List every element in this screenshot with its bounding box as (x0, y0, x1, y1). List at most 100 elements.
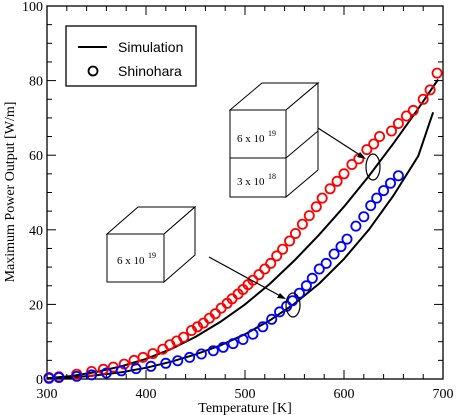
data-point (53, 371, 65, 383)
simulation-lines (46, 78, 439, 380)
data-point (209, 308, 221, 320)
cube-double-top-label: 6 x 10 (237, 133, 265, 145)
data-point (320, 257, 332, 269)
data-point (118, 358, 130, 370)
ticks: 300 400 500 600 700 0 20 40 60 80 100 (22, 0, 454, 402)
cube-single-label: 6 x 10 (117, 255, 145, 267)
data-point (217, 341, 229, 353)
cube-double-bottom-label: 3 x 10 (237, 176, 265, 188)
x-tick-label: 300 (37, 387, 58, 402)
x-tick-label: 600 (334, 387, 355, 402)
y-tick-label: 60 (29, 149, 43, 164)
data-point (431, 67, 443, 79)
data-point (130, 363, 142, 375)
data-point (306, 272, 318, 284)
simulation-curve (46, 78, 439, 380)
measurement-markers (43, 67, 443, 384)
data-point (237, 333, 249, 345)
data-point (316, 192, 328, 204)
x-tick-label: 500 (235, 387, 256, 402)
data-point (338, 168, 350, 180)
annotation-ellipse-double (365, 153, 381, 181)
data-point (253, 269, 265, 281)
data-point (247, 274, 259, 286)
data-point (335, 241, 347, 253)
data-point (286, 295, 298, 307)
data-point (271, 250, 283, 262)
data-point (86, 369, 98, 381)
legend-shinohara-swatch (87, 65, 99, 77)
data-point (371, 192, 383, 204)
cube-double-side-divider (285, 130, 319, 159)
data-point (392, 170, 404, 182)
legend: Simulation Shinohara (65, 25, 197, 87)
data-point (407, 104, 419, 116)
y-tick-label: 80 (29, 75, 43, 90)
data-point (424, 84, 436, 96)
x-tick-label: 700 (433, 387, 454, 402)
legend-shinohara-label: Shinohara (118, 63, 182, 79)
data-point (358, 211, 370, 223)
data-point (300, 280, 312, 292)
y-tick-label: 40 (29, 224, 43, 239)
annotation-cube-single (105, 205, 197, 284)
data-point (361, 144, 373, 156)
cube-double-bottom-exponent: 18 (268, 172, 276, 181)
data-point (100, 367, 112, 379)
data-point (400, 110, 412, 122)
data-point (417, 93, 429, 105)
data-point (346, 158, 358, 170)
data-point (147, 348, 159, 360)
data-point (115, 365, 127, 377)
data-point (145, 360, 157, 372)
data-point (384, 177, 396, 189)
cube-single-front-face (106, 233, 165, 283)
data-point (378, 185, 390, 197)
data-point (350, 220, 362, 232)
data-point (289, 227, 301, 239)
data-point (178, 331, 190, 343)
data-point (86, 365, 98, 377)
x-tick-label: 400 (136, 387, 157, 402)
annotation-arrow-double (317, 127, 364, 158)
cube-single-exponent: 19 (148, 251, 156, 260)
annotation-arrowhead-double (357, 152, 366, 159)
y-axis-title: Maximum Power Output [W/m] (3, 102, 18, 283)
data-point (184, 351, 196, 363)
legend-box (65, 25, 197, 87)
data-point (293, 287, 305, 299)
data-point (160, 357, 172, 369)
data-point (207, 345, 219, 357)
y-tick-label: 100 (22, 0, 43, 15)
data-point (328, 248, 340, 260)
data-point (313, 263, 325, 275)
data-point (392, 118, 404, 130)
legend-simulation-label: Simulation (118, 39, 183, 55)
data-point (215, 302, 227, 314)
y-tick-label: 20 (29, 298, 43, 313)
annotation-cube-double (228, 81, 320, 199)
data-point (331, 175, 343, 187)
data-point (296, 218, 308, 230)
data-point (303, 210, 315, 222)
cube-double-front-face (229, 109, 287, 198)
data-point (324, 183, 336, 195)
data-point (341, 233, 353, 245)
annotation-ellipse-single (285, 292, 301, 318)
data-point (310, 201, 322, 213)
data-point (195, 348, 207, 360)
data-point (265, 257, 277, 269)
data-point (284, 235, 296, 247)
annotation-arrowhead-single (277, 293, 286, 299)
data-point (71, 370, 83, 382)
x-axis-title: Temperature [K] (198, 401, 291, 415)
data-point (277, 243, 289, 255)
data-point (385, 125, 397, 137)
simulation-curve (46, 111, 435, 380)
data-point (365, 200, 377, 212)
data-point (374, 130, 386, 142)
data-point (368, 138, 380, 150)
data-point (227, 338, 239, 350)
data-point (137, 351, 149, 363)
data-point (274, 306, 286, 318)
